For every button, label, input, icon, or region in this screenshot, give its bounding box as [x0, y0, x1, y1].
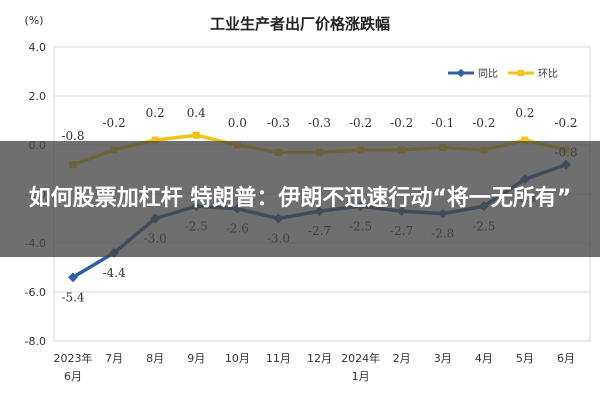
- data-label: -0.2: [390, 116, 413, 130]
- x-tick-label: 2月: [393, 352, 411, 365]
- x-tick-label: 1月: [352, 370, 370, 383]
- data-label: -5.4: [61, 290, 85, 304]
- x-tick-label: 9月: [187, 352, 205, 365]
- x-tick-label: 3月: [434, 352, 452, 365]
- headline-banner: 如何股票加杠杆 特朗普：伊朗不迅速行动“将一无所有”: [0, 141, 600, 257]
- x-tick-label: 4月: [475, 352, 493, 365]
- data-point: [192, 131, 200, 139]
- x-tick-label: 7月: [105, 352, 123, 365]
- data-point: [151, 136, 159, 144]
- data-label: -0.8: [61, 129, 84, 143]
- x-tick-label: 10月: [225, 352, 250, 365]
- data-label: 0.2: [515, 106, 534, 120]
- data-label: -0.2: [472, 116, 495, 130]
- data-label: -0.3: [267, 116, 290, 130]
- x-tick-label: 8月: [146, 352, 164, 365]
- legend-label: 环比: [538, 68, 558, 80]
- x-tick-label: 6月: [64, 370, 82, 383]
- y-tick-label: 4.0: [29, 41, 47, 54]
- legend-marker: [518, 70, 524, 76]
- y-tick-label: 2.0: [29, 90, 47, 103]
- x-tick-label: 2023年: [54, 351, 93, 365]
- data-label: -4.4: [103, 266, 127, 280]
- x-tick-label: 2024年: [341, 351, 380, 365]
- x-tick-label: 12月: [307, 352, 332, 365]
- data-label: -0.1: [431, 116, 454, 130]
- x-tick-label: 11月: [266, 352, 291, 365]
- chart-title: 工业生产者出厂价格涨跌幅: [210, 15, 390, 33]
- data-label: -0.2: [349, 116, 372, 130]
- data-label: -0.2: [103, 116, 126, 130]
- y-tick-label: -6.0: [25, 286, 46, 299]
- data-point: [521, 136, 529, 144]
- y-tick-label: -8.0: [25, 335, 46, 348]
- x-tick-label: 6月: [557, 352, 575, 365]
- data-label: -0.2: [554, 116, 577, 130]
- legend-marker: [456, 68, 466, 78]
- y-axis-unit-label: (%): [24, 14, 43, 27]
- legend-label: 同比: [478, 68, 498, 80]
- headline-text: 如何股票加杠杆 特朗普：伊朗不迅速行动“将一无所有”: [28, 186, 572, 211]
- data-label: 0.4: [187, 106, 206, 120]
- data-label: -0.3: [308, 116, 331, 130]
- x-tick-label: 5月: [516, 352, 534, 365]
- data-label: 0.2: [146, 106, 165, 120]
- data-label: 0.0: [228, 116, 247, 130]
